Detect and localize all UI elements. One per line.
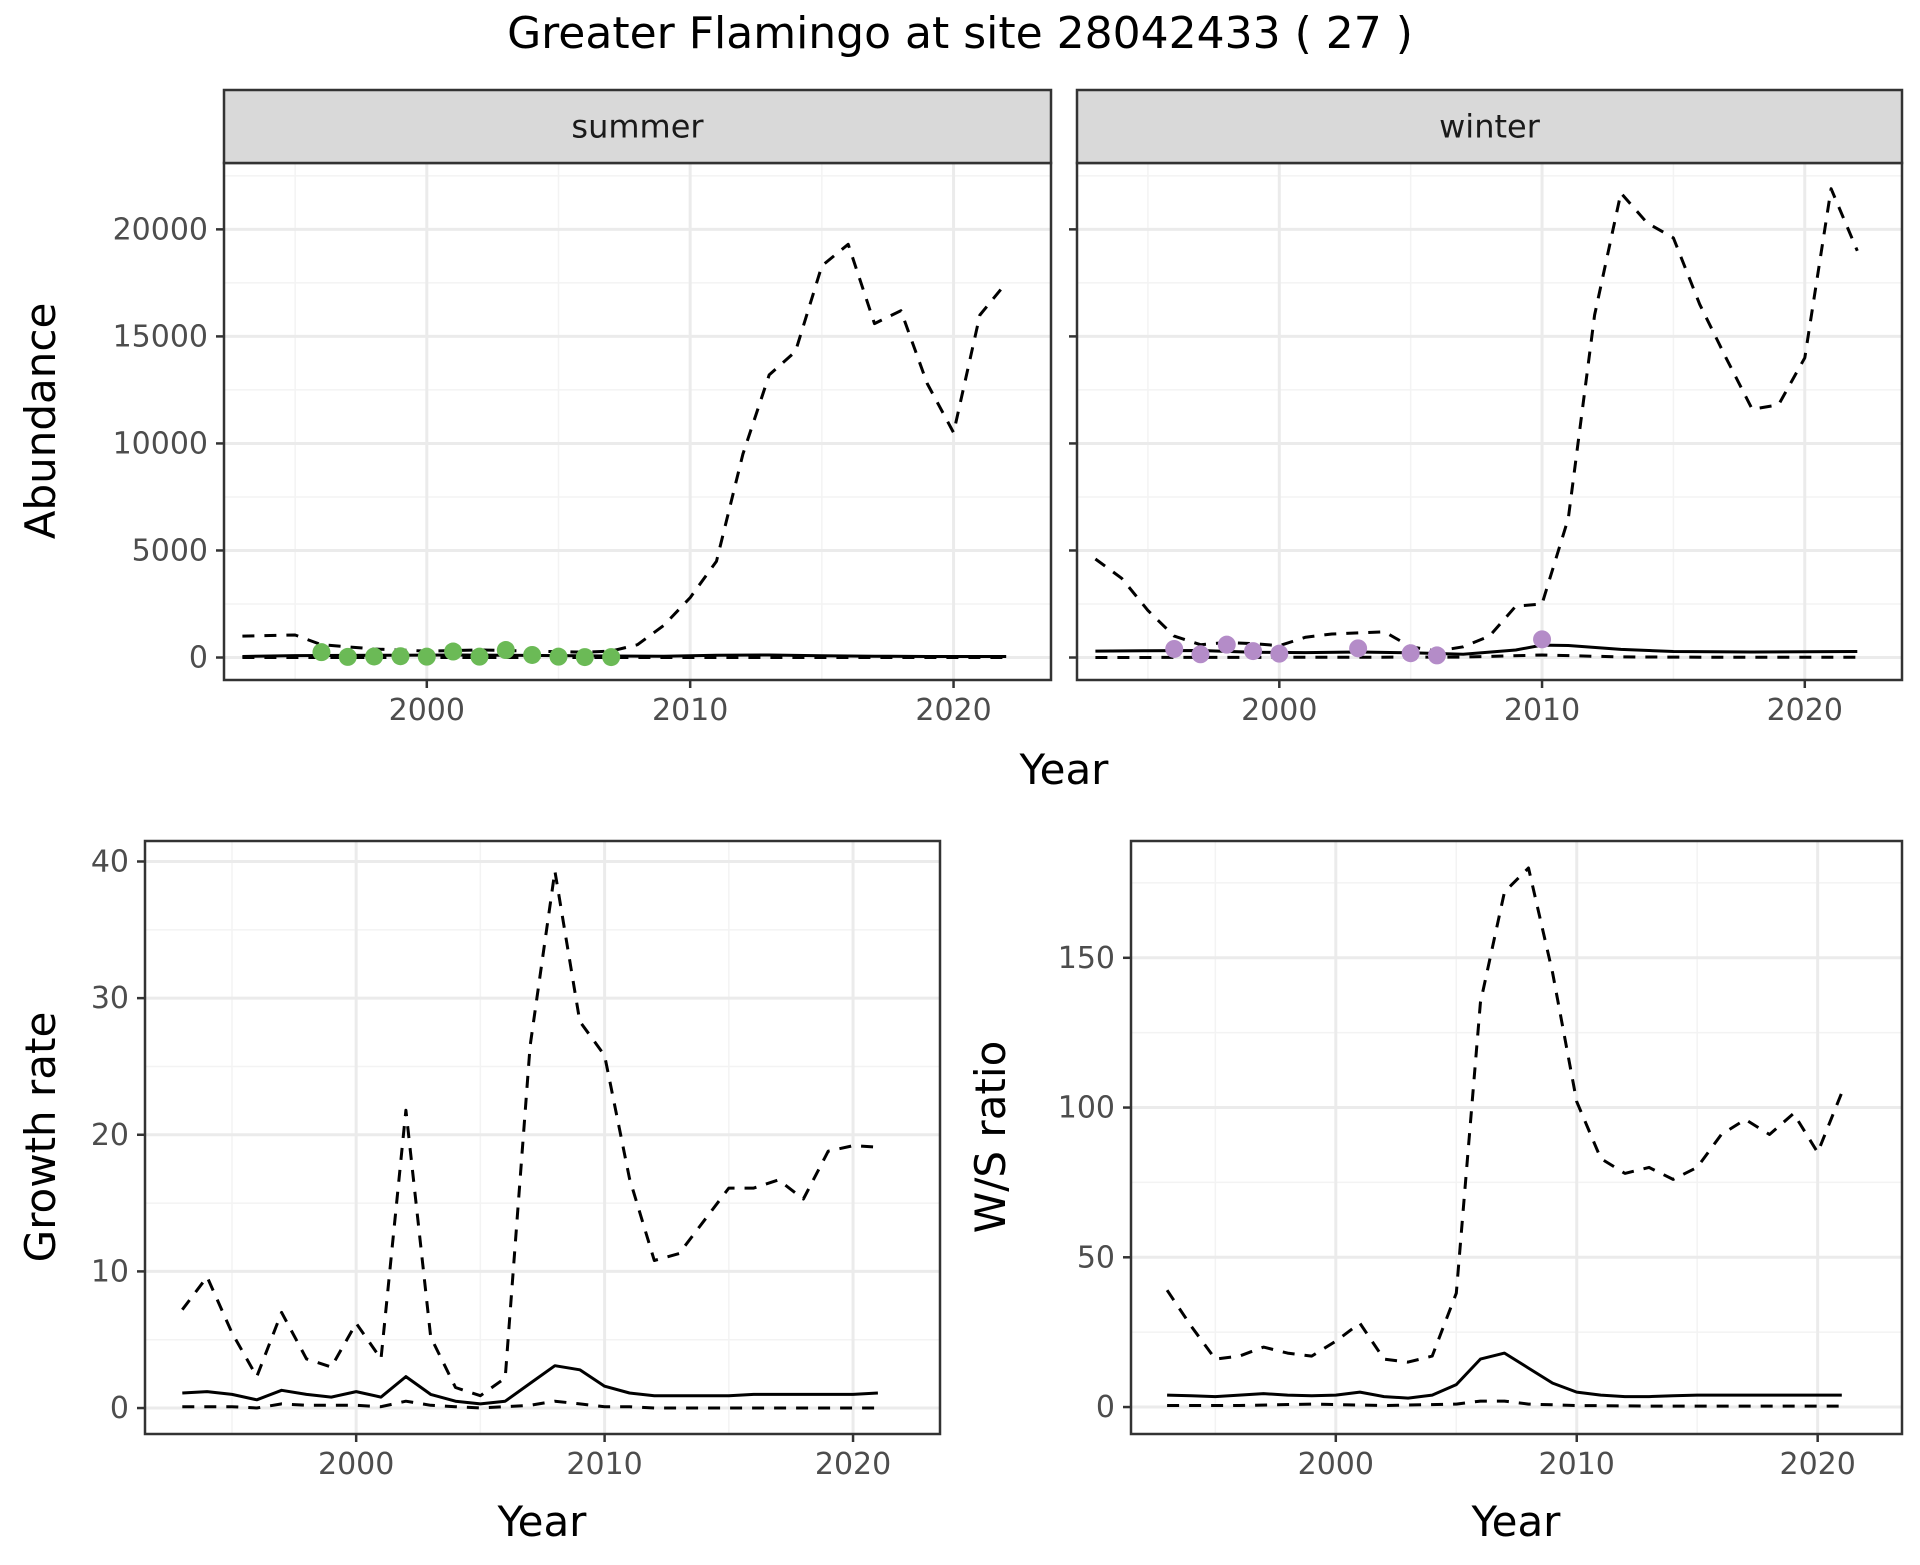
data-point	[523, 645, 542, 664]
y-tick-label: 50	[1077, 1240, 1115, 1275]
x-tick-label: 2020	[1779, 1447, 1855, 1482]
data-point	[602, 648, 621, 667]
series-line-dashed-2	[1167, 1399, 1842, 1408]
series-line-dashed-1	[1094, 187, 1859, 653]
y-tick-label: 10	[91, 1254, 129, 1289]
x-tick-label: 2010	[1539, 1447, 1615, 1482]
panel-border	[1129, 839, 1904, 1436]
chart-title: Greater Flamingo at site 28042433 ( 27 )	[507, 8, 1413, 59]
data-point	[1427, 646, 1446, 665]
y-tick-label: 0	[110, 1391, 129, 1426]
series-line-solid-0	[1095, 643, 1858, 656]
y-tick-label: 30	[91, 981, 129, 1016]
data-point	[365, 647, 384, 666]
data-point	[391, 647, 410, 666]
series-line-dashed-1	[1165, 866, 1844, 1364]
data-point	[1533, 630, 1552, 649]
x-axis-title: Year	[497, 1497, 588, 1546]
y-tick-label: 150	[1058, 941, 1115, 976]
data-point	[1217, 635, 1236, 654]
y-axis-title: Growth rate	[16, 1012, 65, 1263]
panel-ws: 2000 2010 2020 0 50 100 150 W/S ratio Year	[966, 839, 1904, 1546]
series-line-dashed-2	[182, 1399, 878, 1410]
panel-border	[222, 161, 1053, 682]
data-point	[575, 648, 594, 667]
data-point	[549, 647, 568, 666]
x-tick-label: 2000	[389, 693, 465, 728]
y-tick-label: 5000	[132, 533, 208, 568]
data-point	[1191, 645, 1210, 664]
x-tick-label: 2020	[815, 1447, 891, 1482]
data-point	[1244, 642, 1263, 661]
facet-strip	[222, 88, 1053, 165]
data-point	[417, 647, 436, 666]
data-point	[470, 647, 489, 666]
panel-border	[143, 839, 942, 1436]
x-tick-label: 2010	[566, 1447, 642, 1482]
x-tick-label: 2000	[318, 1447, 394, 1482]
data-point	[1401, 644, 1420, 663]
data-point	[1349, 639, 1368, 658]
data-point	[312, 643, 331, 662]
x-tick-label: 2010	[1504, 693, 1580, 728]
x-tick-label: 2000	[1298, 1447, 1374, 1482]
y-tick-label: 40	[91, 844, 129, 879]
y-tick-label: 20000	[113, 212, 208, 247]
series-line-dashed-2	[1095, 653, 1858, 659]
y-tick-label: 0	[1096, 1390, 1115, 1425]
data-point	[338, 647, 357, 666]
panel-summer: summer 2000 2010 2020 0 5000 10000 15000 20000 Ab…	[16, 88, 1053, 728]
panel-winter: winter 2000 2010 2020	[1069, 88, 1904, 728]
data-point	[444, 642, 463, 661]
x-axis-title: Year	[1471, 1497, 1562, 1546]
data-point	[1270, 644, 1289, 663]
facet-strip	[1075, 88, 1904, 165]
top-x-axis-title: Year	[1019, 745, 1110, 794]
y-tick-label: 15000	[113, 319, 208, 354]
facet-strip-label: summer	[571, 108, 704, 146]
x-tick-label: 2020	[1767, 693, 1843, 728]
panel-border	[1075, 161, 1904, 682]
facet-strip-label: winter	[1439, 108, 1541, 146]
data-point	[496, 641, 515, 660]
y-tick-label: 20	[91, 1118, 129, 1153]
series-line-dashed-1	[242, 242, 1008, 654]
y-axis-title: W/S ratio	[966, 1041, 1015, 1234]
data-point	[1165, 639, 1184, 658]
x-tick-label: 2020	[915, 693, 991, 728]
panel-growth: 2000 2010 2020 0 10 20 30 40 Growth rate Year	[16, 839, 942, 1546]
y-tick-label: 10000	[113, 426, 208, 461]
series-line-solid-0	[1167, 1351, 1842, 1400]
y-axis-title: Abundance	[16, 303, 65, 540]
y-tick-label: 0	[189, 641, 208, 676]
x-tick-label: 2000	[1241, 693, 1317, 728]
series-line-solid-0	[182, 1364, 878, 1406]
x-tick-label: 2010	[652, 693, 728, 728]
y-tick-label: 100	[1058, 1091, 1115, 1126]
